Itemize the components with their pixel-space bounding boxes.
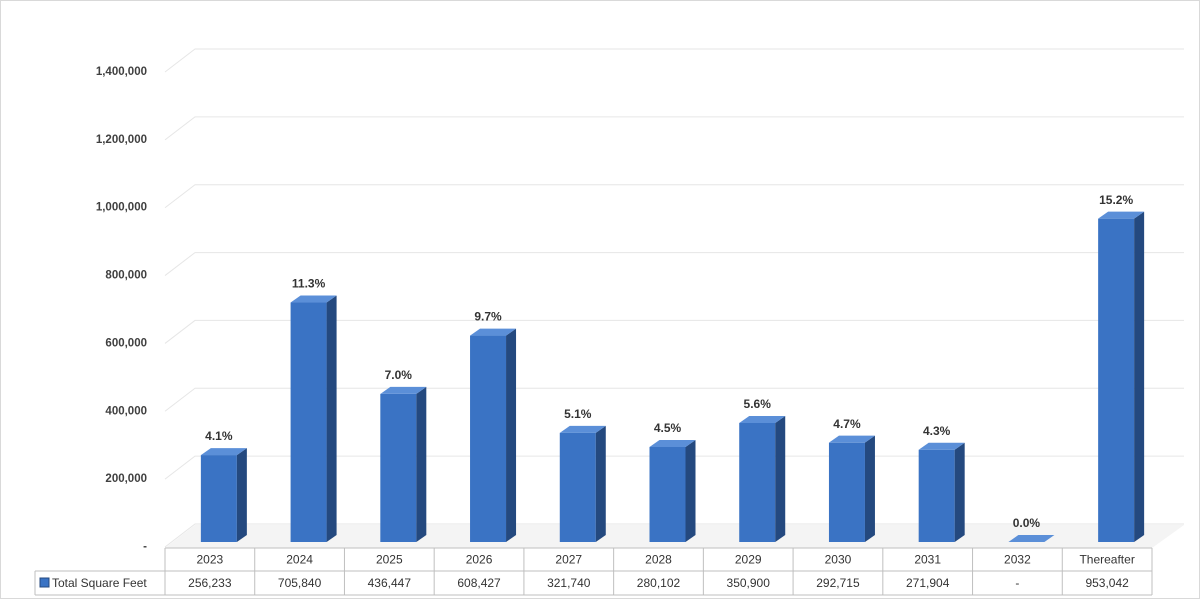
table-value: 705,840 [278, 576, 322, 590]
bar-top [1098, 211, 1145, 219]
data-label: 4.3% [923, 424, 951, 438]
bar [739, 422, 776, 542]
bar-side [595, 425, 606, 542]
y-tick-label: 1,200,000 [96, 134, 147, 146]
bar-side [954, 442, 965, 542]
bar-top [739, 415, 786, 423]
bar [380, 393, 417, 542]
data-label: 5.6% [744, 397, 772, 411]
bar-side [506, 328, 517, 542]
x-tick-label: 2026 [466, 553, 493, 567]
bar-group [559, 425, 606, 542]
x-tick-label: Thereafter [1079, 553, 1134, 567]
bar-group [739, 415, 786, 542]
bar [918, 449, 955, 542]
table-value: 321,740 [547, 576, 591, 590]
legend-label: Total Square Feet [52, 576, 147, 590]
bar-group [1098, 211, 1145, 542]
bar-group [918, 442, 965, 542]
bar-top [380, 386, 427, 394]
grid-line [164, 252, 1184, 276]
legend-swatch [39, 577, 50, 588]
bar-side [685, 439, 696, 542]
bar [649, 446, 686, 542]
table-value: 292,715 [816, 576, 860, 590]
bar [559, 432, 596, 542]
bar-group [470, 328, 517, 542]
bar-top [470, 328, 517, 336]
y-tick-label: 800,000 [105, 270, 147, 282]
bar [290, 302, 327, 542]
bar [470, 335, 507, 542]
bar [200, 455, 237, 542]
bar [1098, 218, 1135, 542]
bar-group [200, 448, 247, 542]
bar-side [326, 295, 337, 542]
table-value: 271,904 [906, 576, 950, 590]
table-value: 280,102 [637, 576, 681, 590]
bar-side [775, 415, 786, 542]
grid-line [164, 48, 1184, 73]
data-label: 15.2% [1099, 193, 1133, 207]
table-value: 256,233 [188, 576, 232, 590]
bar-side [416, 386, 427, 542]
y-tick-label: 1,000,000 [96, 202, 147, 214]
data-label: 4.1% [205, 429, 233, 443]
table-value: - [1015, 576, 1019, 590]
x-tick-label: 2032 [1004, 553, 1031, 567]
bar-side [1134, 211, 1145, 542]
y-tick-label: 200,000 [105, 473, 147, 485]
bar-group [380, 386, 427, 542]
table-value: 953,042 [1085, 576, 1129, 590]
bar-top [200, 448, 247, 456]
x-tick-label: 2029 [735, 553, 762, 567]
data-label: 11.3% [292, 277, 326, 291]
table-value: 350,900 [727, 576, 771, 590]
y-tick-label: 1,400,000 [96, 66, 147, 78]
y-tick-label: - [143, 541, 147, 553]
x-tick-label: 2030 [825, 553, 852, 567]
bar-group [649, 439, 696, 542]
data-label: 5.1% [564, 407, 592, 421]
bar-top [918, 442, 965, 450]
data-label: 9.7% [474, 310, 502, 324]
bar-group [1008, 535, 1055, 542]
grid-line [164, 184, 1184, 209]
bar-top [828, 435, 875, 443]
bar [828, 442, 865, 542]
bar-top [559, 425, 606, 433]
x-tick-label: 2023 [197, 553, 224, 567]
x-tick-label: 2025 [376, 553, 403, 567]
grid-line [164, 319, 1184, 344]
bar-top [649, 439, 696, 447]
x-tick-label: 2028 [645, 553, 672, 567]
bar-top [1008, 535, 1055, 542]
bar-group [290, 295, 337, 542]
bar-side [864, 435, 875, 542]
table-value: 436,447 [368, 576, 412, 590]
data-label: 7.0% [385, 368, 413, 382]
bar-group [828, 435, 875, 542]
data-label: 4.7% [833, 417, 861, 431]
x-tick-label: 2024 [286, 553, 313, 567]
bar-top [290, 295, 337, 303]
x-tick-label: 2031 [914, 553, 941, 567]
bar-side [236, 448, 247, 542]
y-tick-label: 600,000 [105, 337, 147, 349]
x-tick-label: 2027 [555, 553, 582, 567]
grid-line [164, 387, 1184, 412]
y-tick-label: 400,000 [105, 405, 147, 417]
table-value: 608,427 [457, 576, 501, 590]
data-label: 0.0% [1013, 516, 1041, 530]
grid-line [164, 116, 1184, 141]
data-label: 4.5% [654, 421, 682, 435]
